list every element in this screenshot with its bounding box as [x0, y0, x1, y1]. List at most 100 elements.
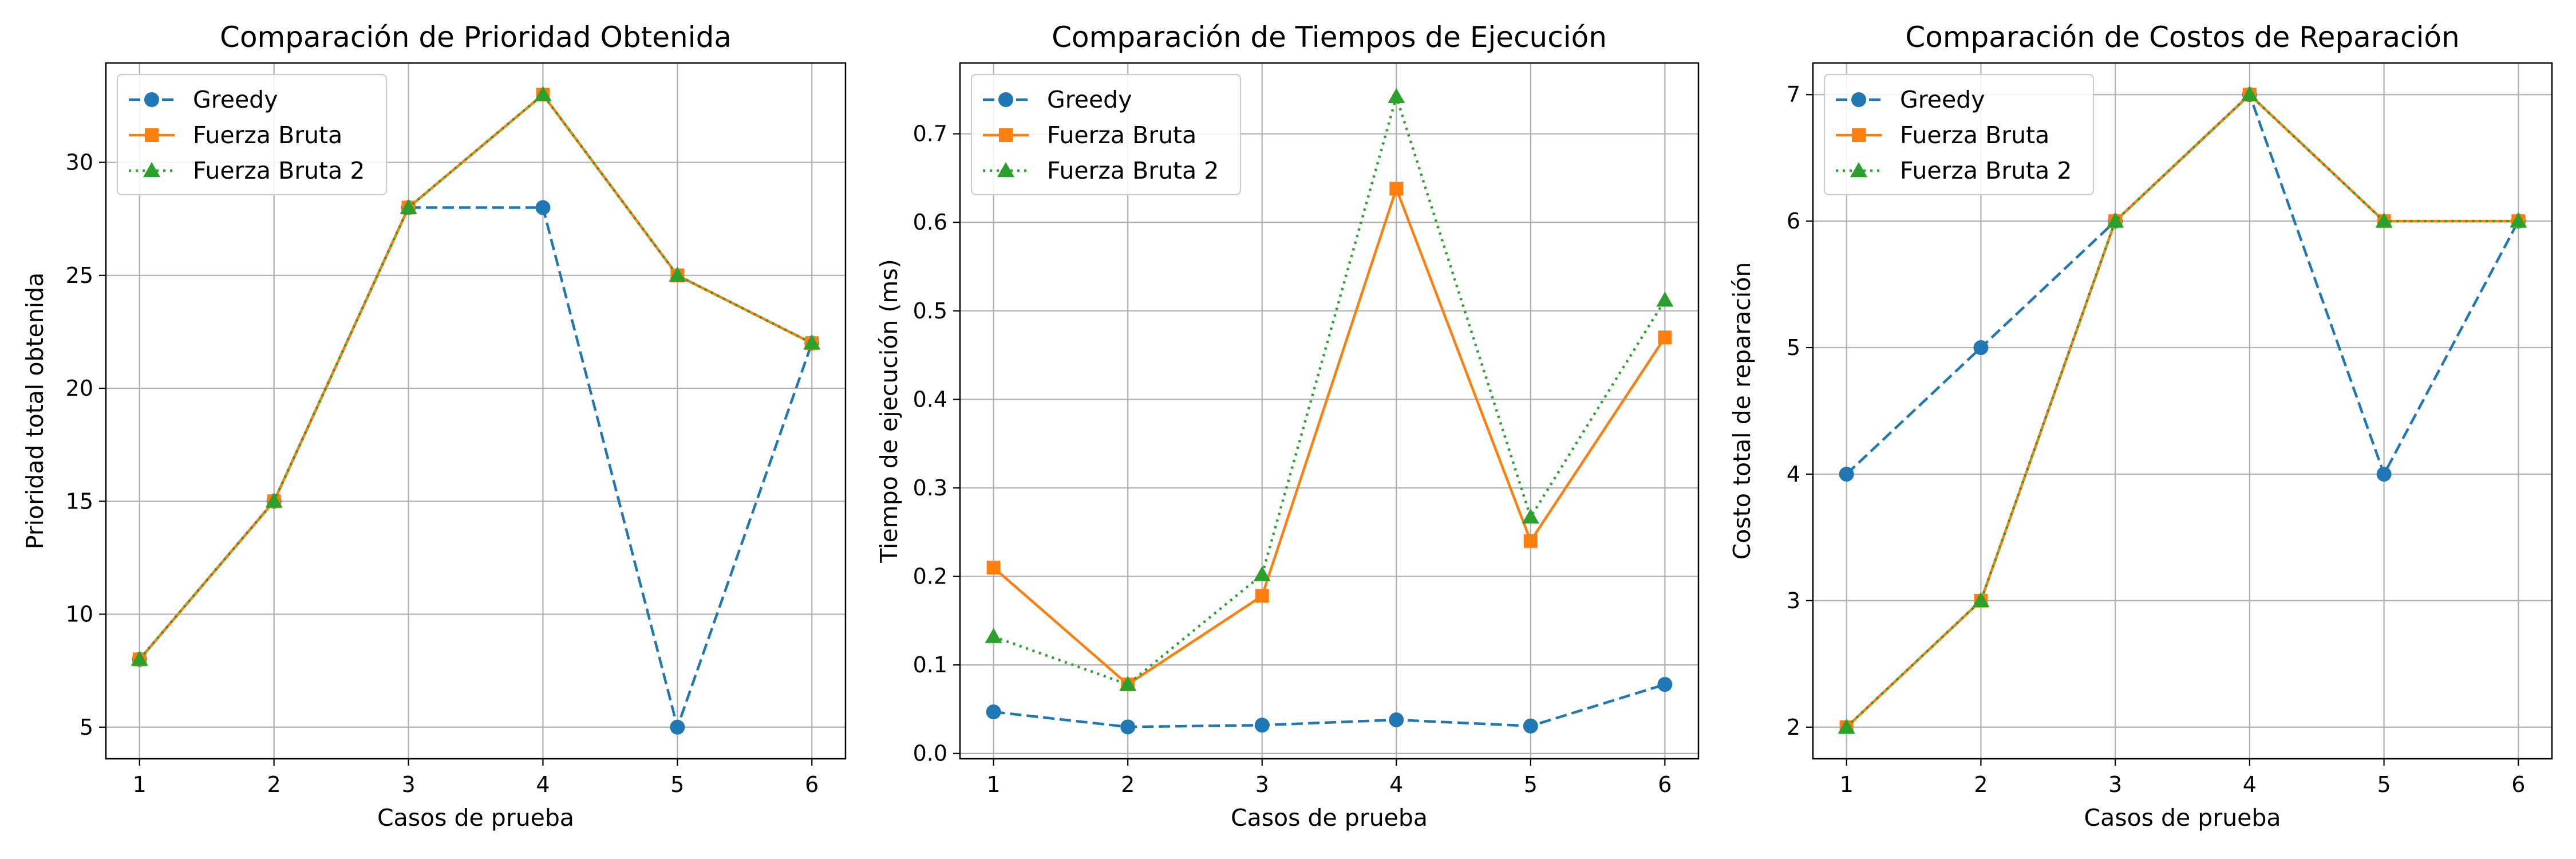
x-tick-label: 3	[1255, 772, 1269, 797]
legend-label: Greedy	[1900, 86, 1985, 113]
legend-marker	[1850, 162, 1867, 178]
y-tick-label: 4	[1787, 462, 1800, 487]
data-point	[1254, 718, 1270, 733]
legend-label: Fuerza Bruta	[1900, 121, 2049, 149]
data-point	[1523, 718, 1538, 734]
legend: Greedy Fuerza Bruta Fuerza Bruta 2	[970, 73, 1242, 196]
data-point	[400, 199, 417, 214]
legend-marker	[144, 92, 159, 107]
legend-label: Fuerza Bruta	[193, 121, 342, 149]
legend-label: Fuerza Bruta 2	[1900, 157, 2072, 184]
legend-marker	[145, 128, 159, 142]
x-tick-label: 1	[987, 772, 1001, 797]
x-axis-label: Casos de prueba	[1231, 804, 1428, 832]
x-tick-label: 2	[1974, 772, 1988, 797]
axes-frame	[959, 62, 1700, 760]
legend-label: Fuerza Bruta	[1047, 121, 1196, 149]
series-line-fuerza-bruta-2	[139, 93, 813, 660]
y-tick-label: 0.0	[913, 741, 947, 766]
x-tick-label: 5	[1524, 772, 1538, 797]
chart-title: Comparación de Prioridad Obtenida	[220, 21, 732, 54]
data-point	[2241, 86, 2258, 101]
legend-box	[116, 73, 388, 196]
y-tick-label: 6	[1787, 208, 1800, 234]
legend-box	[1823, 73, 2095, 196]
y-tick-label: 15	[66, 488, 93, 514]
data-point	[669, 266, 686, 282]
legend-entry: Fuerza Bruta 2	[1836, 157, 2072, 184]
series-line-greedy	[993, 683, 1666, 728]
data-point	[1972, 592, 1990, 608]
series-line-greedy	[1846, 93, 2520, 476]
data-point	[2375, 212, 2393, 228]
x-tick-label: 4	[1389, 772, 1403, 797]
legend-label: Fuerza Bruta 2	[1047, 157, 1219, 184]
axes-frame	[1812, 62, 2553, 760]
x-tick-label: 5	[2377, 772, 2391, 797]
data-point	[1838, 718, 1855, 734]
y-tick-label: 0.5	[913, 298, 947, 324]
chart-panel-2: 1 2 3 4 5 6 0.0 0.1 0.2 0.3 0.4 0.5 0.6 0.7 Comparació…	[875, 21, 1700, 832]
legend-entry: Greedy	[983, 86, 1132, 113]
data-point	[1523, 534, 1538, 548]
legend-marker	[998, 92, 1013, 107]
data-point	[1522, 508, 1539, 524]
x-tick-label: 2	[1121, 772, 1135, 797]
x-tick-label: 6	[2511, 772, 2525, 797]
data-point	[670, 719, 685, 735]
x-tick-label: 6	[805, 772, 819, 797]
x-axis-label: Casos de prueba	[2084, 804, 2281, 832]
x-tick-label: 3	[2108, 772, 2122, 797]
data-point	[1120, 719, 1136, 735]
x-axis-label: Casos de prueba	[377, 804, 574, 832]
data-point	[1389, 182, 1404, 196]
legend-entry: Fuerza Bruta 2	[983, 157, 1219, 184]
legend-entry: Fuerza Bruta	[1836, 121, 2049, 149]
legend-box	[970, 73, 1242, 196]
x-tick-label: 4	[536, 772, 550, 797]
x-tick-label: 6	[1658, 772, 1672, 797]
legend-label: Greedy	[193, 86, 278, 113]
y-tick-label: 3	[1787, 588, 1800, 613]
data-point	[1389, 712, 1404, 727]
y-tick-label: 0.2	[913, 564, 947, 589]
x-tick-label: 1	[1840, 772, 1854, 797]
legend-label: Greedy	[1047, 86, 1132, 113]
y-tick-label: 5	[80, 715, 93, 740]
y-tick-label: 5	[1787, 335, 1800, 360]
data-point	[131, 651, 148, 666]
legend-entry: Greedy	[1836, 86, 1985, 113]
data-point	[2107, 212, 2124, 228]
y-axis-label: Tiempo de ejecución (ms)	[875, 259, 903, 563]
legend: Greedy Fuerza Bruta Fuerza Bruta 2	[1823, 73, 2095, 196]
data-point	[1253, 566, 1271, 581]
series-line-fuerza-bruta	[993, 187, 1666, 686]
data-point	[1973, 340, 1989, 356]
x-tick-label: 5	[670, 772, 684, 797]
y-tick-label: 0.3	[913, 475, 947, 501]
y-axis-label: Prioridad total obtenida	[21, 273, 49, 550]
axes-frame	[105, 62, 847, 760]
data-point	[985, 628, 1002, 643]
legend-entry: Fuerza Bruta	[983, 121, 1196, 149]
y-tick-label: 25	[66, 263, 93, 288]
legend-marker	[1852, 128, 1866, 142]
data-point	[1119, 676, 1137, 691]
data-point	[1656, 291, 1674, 307]
y-tick-label: 0.7	[913, 121, 947, 147]
chart-panel-3: 1 2 3 4 5 6 2 3 4 5 6 7 Comparación de Costos de Rep…	[1728, 21, 2553, 832]
legend-marker	[999, 128, 1013, 142]
y-tick-label: 0.1	[913, 652, 947, 677]
x-tick-label: 2	[267, 772, 281, 797]
y-tick-label: 7	[1787, 82, 1800, 107]
data-point	[986, 561, 1001, 575]
legend-label: Fuerza Bruta 2	[193, 157, 365, 184]
data-point	[265, 492, 283, 508]
data-point	[534, 86, 552, 101]
legend-marker	[1851, 92, 1866, 107]
x-tick-label: 3	[401, 772, 415, 797]
legend-entry: Fuerza Bruta 2	[129, 157, 365, 184]
y-tick-label: 10	[66, 602, 93, 627]
y-tick-label: 2	[1787, 715, 1800, 740]
data-point	[1388, 88, 1405, 103]
